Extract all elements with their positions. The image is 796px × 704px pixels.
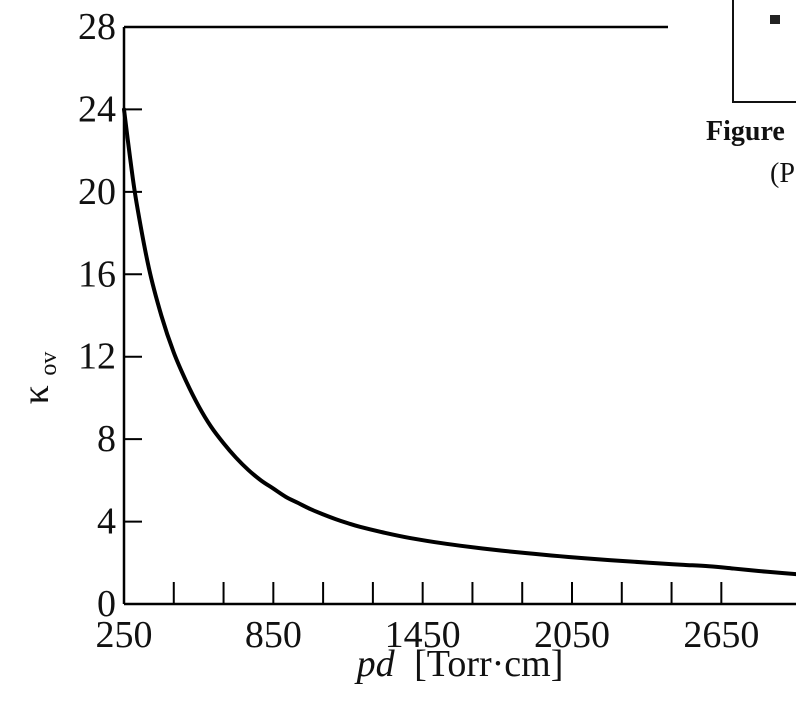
y-axis-ticks: 0 4 8 12 16 20 24 28 [78, 6, 142, 625]
y-axis-title: κ ov [15, 352, 62, 405]
x-axis-title-variable: pd [354, 643, 396, 685]
y-tick-label-8: 8 [97, 418, 116, 460]
inset-figure-fragment: Figure (P [706, 0, 796, 189]
y-tick-label-20: 20 [78, 171, 116, 213]
y-tick-label-16: 16 [78, 253, 116, 295]
inset-caption: Figure [706, 116, 785, 147]
y-tick-label-12: 12 [78, 336, 116, 378]
series-layer [122, 107, 796, 577]
y-axis-title-subscript: ov [36, 352, 62, 376]
y-tick-label-0: 0 [97, 583, 116, 625]
x-tick-label-2650: 2650 [683, 614, 759, 656]
y-tick-label-28: 28 [78, 6, 116, 48]
x-tick-label-2050: 2050 [534, 614, 610, 656]
x-tick-label-250: 250 [96, 614, 153, 656]
inset-frame [732, 0, 796, 103]
x-axis-title-unit: [Torr·cm] [414, 643, 563, 685]
x-tick-label-850: 850 [245, 614, 302, 656]
y-tick-label-4: 4 [97, 501, 116, 543]
y-axis-title-symbol: κ [15, 385, 57, 404]
y-tick-label-24: 24 [78, 88, 116, 130]
x-axis-ticks: 250 850 1450 2050 2650 [96, 582, 759, 656]
inset-marker [770, 15, 780, 24]
plot-frame [122, 25, 796, 606]
x-tick-label-1450: 1450 [385, 614, 461, 656]
inset-subcaption: (P [770, 158, 795, 189]
series-line-0 [122, 107, 796, 577]
x-axis-title: pd [Torr·cm] [354, 643, 564, 685]
